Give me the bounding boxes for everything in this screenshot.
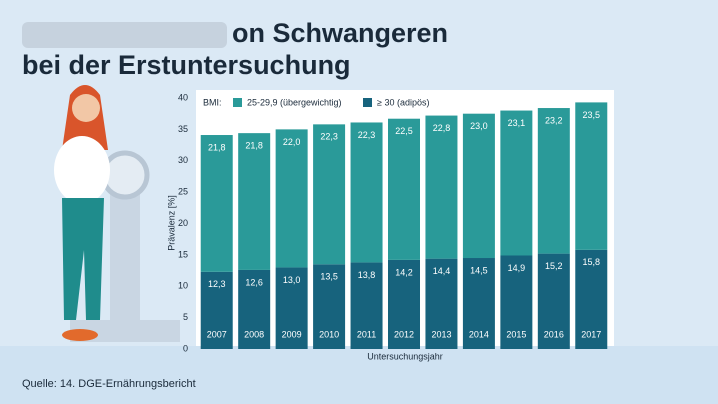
bar-segment (200, 135, 233, 272)
legend-swatch (233, 98, 242, 107)
legend-label: 25-29,9 (übergewichtig) (247, 97, 342, 107)
bar-segment (575, 102, 608, 250)
y-tick-label: 10 (178, 281, 188, 291)
value-label: 21,8 (208, 142, 226, 152)
bar-segment (462, 113, 495, 259)
x-tick-label: 2016 (544, 329, 564, 339)
bar-segment (388, 118, 420, 260)
bar-segment (462, 258, 495, 349)
bar-segment (500, 255, 533, 349)
bar-segment (425, 258, 458, 349)
value-label: 12,6 (245, 277, 263, 287)
value-label: 22,3 (358, 130, 376, 140)
value-label: 23,1 (508, 118, 526, 128)
bar-segment (238, 269, 271, 349)
bar-segment (313, 264, 346, 349)
bar-segment (350, 122, 383, 263)
bar-segment (238, 133, 271, 270)
scale-base (70, 320, 180, 342)
source: Quelle: 14. DGE-Ernährungsbericht (22, 378, 196, 390)
value-label: 13,0 (283, 275, 301, 285)
title-line: on Schwangeren (232, 18, 448, 48)
y-tick-label: 40 (178, 92, 188, 102)
y-axis-label: Prävalenz [%] (166, 195, 176, 251)
x-tick-label: 2007 (207, 329, 227, 339)
x-tick-label: 2011 (357, 329, 376, 339)
x-tick-label: 2015 (506, 329, 526, 339)
x-tick-label: 2014 (469, 329, 489, 339)
bar-segment (200, 271, 233, 349)
bar-segment (575, 249, 608, 349)
x-tick-label: 2009 (282, 329, 302, 339)
value-label: 15,2 (545, 261, 563, 271)
value-label: 14,2 (395, 267, 413, 277)
value-label: 22,3 (320, 132, 338, 142)
y-tick-label: 15 (178, 249, 188, 259)
y-tick-label: 25 (178, 187, 188, 197)
y-tick-label: 30 (178, 155, 188, 165)
y-tick-label: 0 (183, 343, 188, 353)
value-label: 13,5 (320, 272, 338, 282)
value-label: 22,5 (395, 126, 413, 136)
value-label: 22,8 (433, 123, 451, 133)
bar-segment (425, 115, 458, 259)
x-tick-label: 2008 (244, 329, 264, 339)
bar-segment (500, 110, 533, 256)
value-label: 14,4 (433, 266, 451, 276)
legend-label: ≥ 30 (adipös) (377, 97, 429, 107)
value-label: 21,8 (245, 141, 263, 151)
bar-segment (537, 253, 570, 349)
value-label: 15,8 (583, 257, 601, 267)
legend-title: BMI: (203, 97, 222, 107)
bar-segment (275, 267, 308, 349)
value-label: 22,0 (283, 137, 301, 147)
bar-segment (388, 259, 420, 349)
torso (54, 136, 110, 204)
y-tick-label: 5 (183, 312, 188, 322)
footer-band (0, 346, 718, 404)
x-axis-label: Untersuchungsjahr (367, 351, 443, 361)
value-label: 12,3 (208, 279, 226, 289)
x-tick-label: 2017 (581, 329, 601, 339)
value-label: 14,9 (508, 263, 526, 273)
bar-segment (537, 108, 570, 254)
y-tick-label: 20 (178, 218, 188, 228)
shoe (62, 329, 98, 341)
x-tick-label: 2013 (431, 329, 451, 339)
title-line: bei der Erstuntersuchung (22, 50, 351, 80)
value-label: 13,8 (358, 270, 376, 280)
x-tick-label: 2010 (319, 329, 339, 339)
legend-swatch (363, 98, 372, 107)
bar-segment (350, 262, 383, 349)
bar-segment (275, 129, 308, 268)
x-tick-label: 2012 (394, 329, 414, 339)
bar-segment (313, 124, 346, 265)
value-label: 23,2 (545, 115, 563, 125)
legs (62, 198, 104, 320)
value-label: 23,0 (470, 121, 488, 131)
value-label: 23,5 (583, 110, 601, 120)
value-label: 14,5 (470, 265, 488, 275)
y-tick-label: 35 (178, 124, 188, 134)
obscured-title (22, 22, 227, 48)
head (72, 94, 100, 122)
illustration (54, 85, 180, 342)
